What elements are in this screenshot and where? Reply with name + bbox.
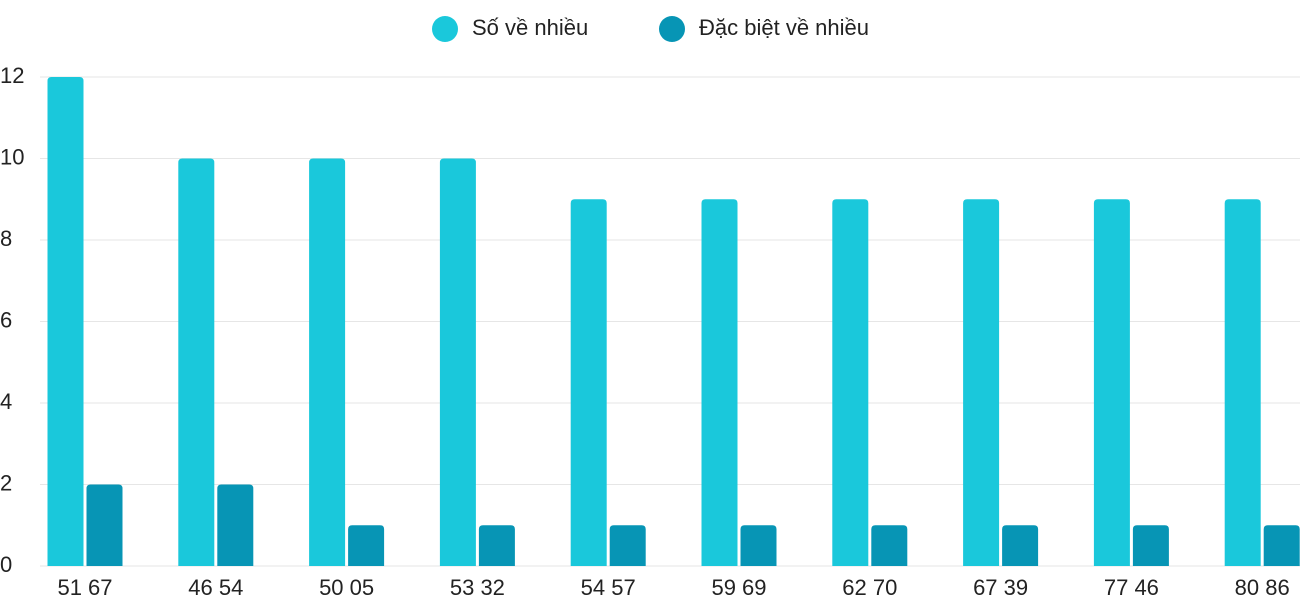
bar (832, 199, 869, 566)
x-tick-label: 67 39 (973, 575, 1028, 600)
y-tick-label: 6 (0, 307, 12, 332)
legend-marker (659, 16, 685, 42)
y-tick-label: 10 (0, 144, 24, 169)
y-tick-label: 0 (0, 552, 12, 577)
x-tick-label: 53 32 (450, 575, 505, 600)
bar (963, 199, 1000, 566)
x-tick-label: 59 69 (711, 575, 766, 600)
legend-label: Số về nhiều (472, 15, 588, 40)
bar (86, 484, 123, 566)
y-tick-label: 2 (0, 470, 12, 495)
bar (701, 199, 738, 566)
x-tick-label: 46 54 (188, 575, 243, 600)
bar (478, 525, 515, 566)
x-tick-label: 50 05 (319, 575, 374, 600)
bar (47, 77, 84, 566)
bar (1224, 199, 1261, 566)
y-tick-label: 12 (0, 63, 24, 88)
legend-marker (432, 16, 458, 42)
bar (609, 525, 646, 566)
bar (1132, 525, 1169, 566)
x-tick-label: 77 46 (1104, 575, 1159, 600)
bar (570, 199, 607, 566)
bar (871, 525, 908, 566)
bar (1002, 525, 1039, 566)
bar (217, 484, 254, 566)
x-tick-label: 62 70 (842, 575, 897, 600)
bar (1093, 199, 1130, 566)
x-tick-label: 80 86 (1235, 575, 1290, 600)
y-tick-label: 4 (0, 389, 12, 414)
bar (1263, 525, 1300, 566)
bar (348, 525, 385, 566)
legend-label: Đặc biệt về nhiều (699, 15, 869, 40)
bar (309, 158, 346, 566)
bar (178, 158, 215, 566)
bar (439, 158, 476, 566)
bar (740, 525, 777, 566)
y-tick-label: 8 (0, 226, 12, 251)
x-tick-label: 54 57 (581, 575, 636, 600)
x-tick-label: 51 67 (57, 575, 112, 600)
